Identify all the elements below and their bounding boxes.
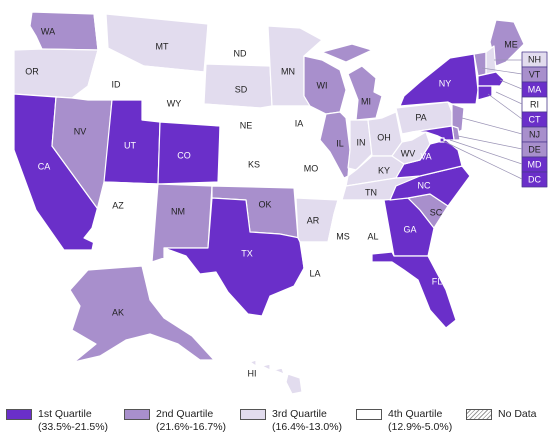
label-ny: NY — [439, 78, 452, 88]
legend-label-q1: 1st Quartile — [38, 408, 92, 420]
state-ak[interactable] — [69, 265, 215, 363]
tile-label-ct: CT — [529, 114, 541, 124]
state-ms[interactable] — [325, 199, 363, 263]
legend-range-q2: (21.6%-16.7%) — [156, 421, 227, 433]
tile-label-nh: NH — [528, 54, 541, 64]
label-ga: GA — [403, 224, 416, 234]
label-mo: MO — [304, 163, 319, 173]
legend-swatch-q2 — [124, 409, 150, 420]
legend-label-nodata: No Data — [498, 408, 537, 420]
label-ne: NE — [240, 120, 253, 130]
label-co: CO — [177, 150, 191, 160]
label-il: IL — [336, 138, 344, 148]
label-ca: CA — [38, 161, 51, 171]
label-wi: WI — [317, 80, 328, 90]
tile-label-md: MD — [528, 159, 542, 169]
legend-range-q4: (12.9%-5.0%) — [388, 421, 453, 433]
tile-label-de: DE — [528, 144, 541, 154]
state-hi[interactable] — [249, 359, 303, 395]
legend-label-q3: 3rd Quartile — [272, 408, 327, 420]
state-me[interactable] — [489, 19, 525, 67]
label-ms: MS — [336, 231, 350, 241]
label-tx: TX — [241, 248, 253, 258]
legend-range-q3: (16.4%-13.0%) — [272, 421, 343, 433]
state-sd[interactable] — [203, 63, 273, 109]
legend-swatch-q3 — [240, 409, 266, 420]
label-fl: FL — [432, 276, 443, 286]
tile-label-ma: MA — [528, 84, 542, 94]
label-in: IN — [357, 137, 366, 147]
state-ri[interactable] — [491, 85, 499, 97]
label-ut: UT — [124, 140, 136, 150]
label-nm: NM — [171, 206, 185, 216]
label-nv: NV — [74, 126, 87, 136]
label-id: ID — [112, 79, 122, 89]
state-wv[interactable] — [391, 131, 431, 165]
label-az: AZ — [112, 200, 124, 210]
tile-label-ri: RI — [530, 99, 539, 109]
label-ar: AR — [307, 215, 320, 225]
label-ok: OK — [258, 199, 271, 209]
label-mn: MN — [281, 66, 295, 76]
label-ks: KS — [248, 159, 260, 169]
label-pa: PA — [415, 112, 426, 122]
label-al: AL — [367, 231, 378, 241]
state-ct[interactable] — [477, 85, 493, 101]
legend-label-q4: 4th Quartile — [388, 408, 443, 420]
label-me: ME — [504, 39, 518, 49]
label-la: LA — [309, 268, 320, 278]
legend-swatch-q4 — [356, 409, 382, 420]
legend-range-q1: (33.5%-21.5%) — [38, 421, 109, 433]
state-ny[interactable] — [399, 53, 479, 107]
tile-label-nj: NJ — [529, 129, 540, 139]
label-sc: SC — [430, 207, 443, 217]
state-fl[interactable] — [371, 251, 457, 329]
state-nd[interactable] — [205, 23, 271, 67]
label-ia: IA — [295, 118, 304, 128]
label-ak: AK — [112, 307, 124, 317]
state-mi[interactable] — [321, 43, 383, 121]
state-tx[interactable] — [163, 197, 305, 317]
label-tn: TN — [365, 187, 377, 197]
label-mi: MI — [361, 96, 371, 106]
state-wy[interactable] — [141, 65, 205, 125]
legend-label-q2: 2nd Quartile — [156, 408, 214, 420]
label-nd: ND — [234, 48, 247, 58]
label-hi: HI — [248, 368, 257, 378]
us-map: WA OR CA ID NV MT WY UT AZ CO NM ND SD N… — [13, 11, 548, 395]
label-mt: MT — [156, 41, 169, 51]
tile-label-dc: DC — [528, 174, 541, 184]
label-nc: NC — [418, 180, 431, 190]
tile-dc — [521, 171, 548, 188]
state-ks[interactable] — [217, 147, 295, 189]
state-ma[interactable] — [477, 71, 505, 87]
label-oh: OH — [377, 132, 391, 142]
tile-label-vt: VT — [529, 69, 541, 79]
label-sd: SD — [235, 84, 248, 94]
legend-swatch-q1 — [6, 409, 32, 420]
label-or: OR — [25, 66, 39, 76]
label-wa: WA — [41, 26, 55, 36]
label-ky: KY — [378, 165, 390, 175]
label-wv: WV — [401, 148, 416, 158]
legend: 1st Quartile (33.5%-21.5%) 2nd Quartile (2… — [0, 402, 550, 445]
legend-swatch-nodata — [466, 409, 492, 420]
label-va: VA — [420, 151, 431, 161]
label-wy: WY — [167, 98, 182, 108]
state-md[interactable] — [411, 125, 455, 141]
